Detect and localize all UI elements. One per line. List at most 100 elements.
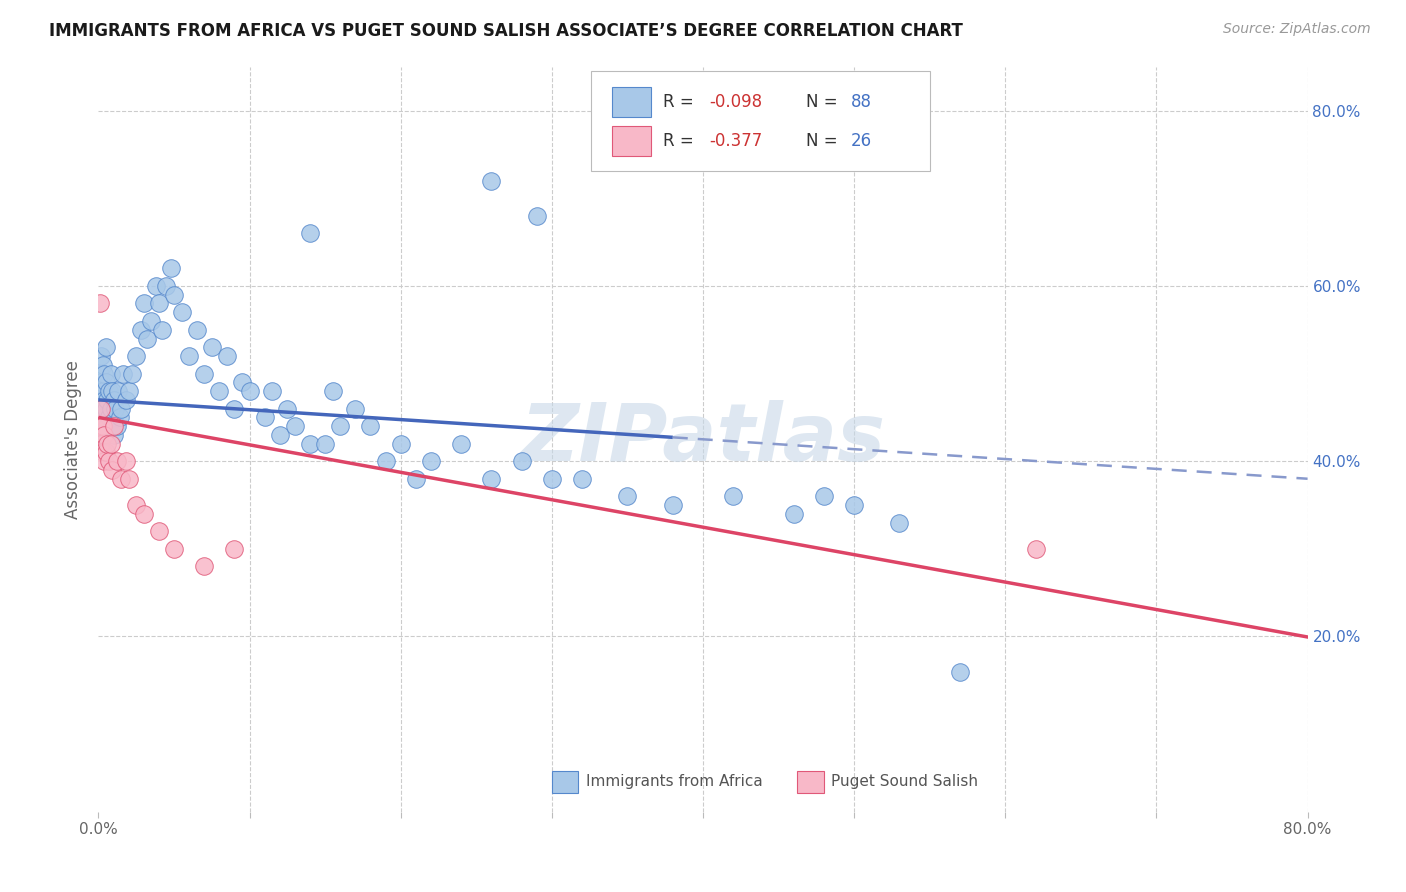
Point xyxy=(90,419,112,434)
Point xyxy=(94,445,117,459)
Point xyxy=(314,436,336,450)
Point xyxy=(661,498,683,512)
Point xyxy=(121,367,143,381)
Text: 26: 26 xyxy=(851,132,872,151)
Point xyxy=(94,340,117,354)
Point xyxy=(224,401,246,416)
Text: Source: ZipAtlas.com: Source: ZipAtlas.com xyxy=(1223,22,1371,37)
Point xyxy=(405,472,427,486)
Point xyxy=(129,323,152,337)
Point xyxy=(93,428,115,442)
Point xyxy=(420,454,443,468)
Point xyxy=(262,384,284,398)
Point xyxy=(101,384,124,398)
Point xyxy=(114,392,136,407)
Point xyxy=(91,410,114,425)
Text: 88: 88 xyxy=(851,93,872,111)
Point xyxy=(889,516,911,530)
Point xyxy=(571,472,593,486)
Point xyxy=(215,349,238,363)
Point xyxy=(1024,541,1046,556)
Point xyxy=(90,401,112,416)
Point xyxy=(100,401,122,416)
Point xyxy=(155,279,177,293)
Point xyxy=(96,392,118,407)
Bar xyxy=(797,771,824,793)
Point xyxy=(160,261,183,276)
Point xyxy=(110,472,132,486)
Text: -0.098: -0.098 xyxy=(709,93,762,111)
Bar xyxy=(551,771,578,793)
Point xyxy=(132,507,155,521)
Point xyxy=(93,392,115,407)
Point xyxy=(93,428,115,442)
Point xyxy=(224,541,246,556)
Point xyxy=(89,296,111,310)
Point xyxy=(616,489,638,503)
Point xyxy=(91,428,114,442)
Point xyxy=(89,419,111,434)
Point xyxy=(94,376,117,390)
Point xyxy=(93,454,115,468)
Point xyxy=(783,507,806,521)
Point xyxy=(389,436,412,450)
Point xyxy=(510,454,533,468)
Point xyxy=(107,384,129,398)
Point xyxy=(329,419,352,434)
Point xyxy=(89,367,111,381)
Point xyxy=(91,358,114,372)
Point xyxy=(193,367,215,381)
Text: N =: N = xyxy=(806,132,842,151)
Text: R =: R = xyxy=(664,132,699,151)
Point xyxy=(170,305,193,319)
Point xyxy=(179,349,201,363)
Point xyxy=(526,209,548,223)
Point xyxy=(163,541,186,556)
FancyBboxPatch shape xyxy=(591,71,931,171)
Point xyxy=(108,410,131,425)
Point xyxy=(125,498,148,512)
Point xyxy=(141,314,163,328)
Point xyxy=(450,436,472,450)
Point xyxy=(118,472,141,486)
Point xyxy=(101,419,124,434)
Point xyxy=(269,428,291,442)
Point xyxy=(110,401,132,416)
Text: -0.377: -0.377 xyxy=(709,132,762,151)
Point xyxy=(813,489,835,503)
Point xyxy=(540,472,562,486)
Bar xyxy=(613,127,651,156)
Point xyxy=(201,340,224,354)
Text: Puget Sound Salish: Puget Sound Salish xyxy=(831,774,979,789)
Point xyxy=(344,401,367,416)
Point xyxy=(253,410,276,425)
Point xyxy=(135,332,157,346)
Y-axis label: Associate's Degree: Associate's Degree xyxy=(65,359,83,519)
Point xyxy=(93,367,115,381)
Point xyxy=(101,463,124,477)
Point xyxy=(276,401,298,416)
Point xyxy=(104,401,127,416)
Point xyxy=(103,419,125,434)
Point xyxy=(105,454,128,468)
Point xyxy=(949,665,972,679)
Point xyxy=(132,296,155,310)
Point xyxy=(103,392,125,407)
Text: IMMIGRANTS FROM AFRICA VS PUGET SOUND SALISH ASSOCIATE’S DEGREE CORRELATION CHAR: IMMIGRANTS FROM AFRICA VS PUGET SOUND SA… xyxy=(49,22,963,40)
Point xyxy=(91,445,114,459)
Point xyxy=(125,349,148,363)
Point xyxy=(90,401,112,416)
Point xyxy=(299,227,322,241)
Point xyxy=(98,410,121,425)
Point xyxy=(150,323,173,337)
Point xyxy=(96,419,118,434)
Point xyxy=(193,559,215,574)
Point xyxy=(98,384,121,398)
Point xyxy=(96,436,118,450)
Point xyxy=(100,436,122,450)
Point xyxy=(145,279,167,293)
Point xyxy=(148,296,170,310)
Point xyxy=(163,287,186,301)
Point xyxy=(94,401,117,416)
Point xyxy=(844,498,866,512)
